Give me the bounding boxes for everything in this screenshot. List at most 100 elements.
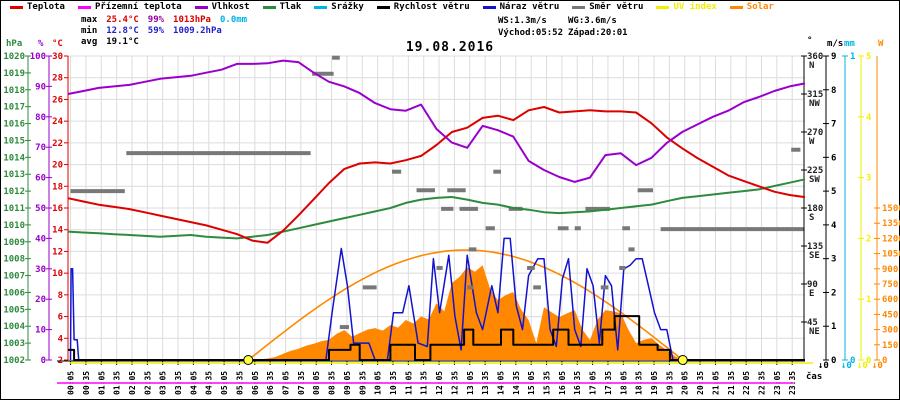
legend-item-3: Vlhkost (194, 2, 250, 12)
legend-item-2: Přízemní teplota (77, 2, 182, 12)
sunrise-time: Východ:05:52 (498, 28, 564, 38)
stats-block: max 25.4°C 99% 1013hPa 0.0mm min 12.8°C 59% 1009… (81, 15, 247, 48)
temperature-tick-label: 26 (52, 95, 63, 105)
legend-color-dash (729, 5, 743, 9)
pressure-tick-label: 1003 (3, 339, 25, 349)
legend-color-dash (77, 5, 91, 9)
rain-tick-label: 0 (850, 356, 855, 366)
legend-item-4: Tlak (262, 2, 302, 12)
legend-color-dash (10, 5, 23, 9)
sunset-time: Západ:20:01 (568, 28, 628, 38)
stat-value: 1013hPa (173, 15, 211, 25)
direction-tick-label: 315 (807, 90, 823, 100)
legend-color-dash (262, 5, 276, 9)
legend-item-8: Směr větru (572, 2, 643, 12)
current-value-arrow-3: ↓0 (857, 361, 868, 371)
wind-speed-line (68, 315, 805, 361)
temperature-tick-label: 8 (58, 291, 63, 301)
solar-tick-label: 150 (882, 341, 898, 351)
temperature-tick-label: 4 (58, 334, 64, 344)
legend-label: Tlak (279, 2, 302, 12)
direction-tick-label: 90 (807, 280, 818, 290)
legend-label: UV index (673, 2, 717, 12)
legend-item-5: Srážky (314, 2, 364, 12)
temperature-tick-label: 28 (52, 74, 63, 84)
wind-tick-label: 2 (831, 288, 836, 298)
legend-label: Náraz větru (499, 2, 560, 12)
humidity-tick-label: 0 (41, 356, 46, 366)
legend-item-9: UV index (656, 2, 717, 12)
humidity-tick-label: 80 (35, 113, 46, 123)
legend-color-dash (482, 5, 496, 9)
rain-axis-header: mm (844, 39, 855, 49)
solar-tick-label: 300 (882, 326, 898, 336)
solar-tick-label: 750 (882, 280, 898, 290)
pressure-tick-label: 1006 (3, 288, 25, 298)
direction-tick-label: 180 (807, 204, 823, 214)
stat-value: 1009.2hPa (173, 26, 222, 36)
wind-gust-line (69, 237, 805, 361)
humidity-tick-label: 60 (35, 174, 46, 184)
legend-item-6: Rychlost větru (376, 2, 470, 12)
direction-dir-label: SE (809, 251, 820, 261)
uv-tick-label: 1 (866, 295, 871, 305)
temperature-tick-label: 10 (52, 269, 63, 279)
stat-value: 0.0mm (219, 15, 248, 25)
wind-axis-header: m/s (827, 39, 844, 49)
pressure-tick-label: 1020 (3, 52, 25, 62)
stat-value: 59% (147, 26, 165, 36)
solar-tick-label: 600 (882, 295, 898, 305)
stats-row-1: max 25.4°C 99% 1013hPa 0.0mm (81, 15, 247, 26)
wind-tick-label: 5 (831, 187, 836, 197)
wind-tick-label: 4 (831, 221, 837, 231)
direction-dir-label: NW (809, 99, 820, 109)
wind-tick-label: 7 (831, 120, 836, 130)
temperature-tick-label: 18 (52, 182, 63, 192)
uv-tick-label: 3 (866, 174, 871, 184)
wind-tick-label: 1 (831, 322, 836, 332)
direction-dir-label: SW (809, 175, 820, 185)
stat-value: 25.4°C (106, 15, 139, 25)
stats-row-3: avg 19.1°C (81, 37, 247, 48)
pressure-tick-label: 1019 (3, 69, 25, 79)
wind-tick-label: 9 (831, 52, 836, 62)
pressure-tick-label: 1002 (3, 356, 25, 366)
direction-dir-label: E (809, 289, 814, 299)
stat-value: max (81, 15, 98, 25)
legend-item-1: Teplota (10, 2, 65, 12)
legend-item-10: Solar (729, 2, 774, 12)
humidity-tick-label: 20 (35, 295, 46, 305)
temperature-tick-label: 20 (52, 161, 63, 171)
pressure-tick-label: 1017 (3, 103, 25, 113)
stat-value: avg (81, 37, 98, 47)
temperature-tick-label: 24 (52, 117, 63, 127)
humidity-tick-label: 50 (35, 204, 46, 214)
pressure-tick-label: 1013 (3, 170, 25, 180)
wind-tick-label: 0 (831, 356, 836, 366)
wind-tick-label: 6 (831, 153, 836, 163)
legend-label: Vlhkost (211, 2, 250, 12)
legend-label: Teplota (27, 2, 65, 12)
pressure-tick-label: 1014 (3, 153, 25, 163)
legend-label: Solar (746, 2, 774, 12)
temperature-axis-header: °C (52, 39, 63, 49)
uv-tick-label: 2 (866, 234, 871, 244)
legend-color-dash (194, 5, 208, 9)
pressure-tick-label: 1005 (3, 305, 25, 315)
chart-title: 19.08.2016 (405, 40, 495, 55)
legend-label: Přízemní teplota (94, 2, 182, 12)
current-value-arrow-2: ↓0 (841, 361, 852, 371)
pressure-axis-header: hPa (6, 39, 23, 49)
temperature-tick-label: 6 (58, 313, 63, 323)
solar-tick-label: 900 (882, 265, 898, 275)
current-value-arrow-4: ↓0 (872, 361, 883, 371)
pressure-tick-label: 1015 (3, 136, 25, 146)
direction-tick-label: 135 (807, 242, 823, 252)
humidity-line (67, 59, 806, 183)
humidity-tick-label: 40 (35, 234, 46, 244)
pressure-tick-label: 1010 (3, 221, 25, 231)
pressure-tick-label: 1009 (3, 238, 25, 248)
temperature-tick-label: 22 (52, 139, 63, 149)
sunrise-marker (243, 355, 254, 365)
